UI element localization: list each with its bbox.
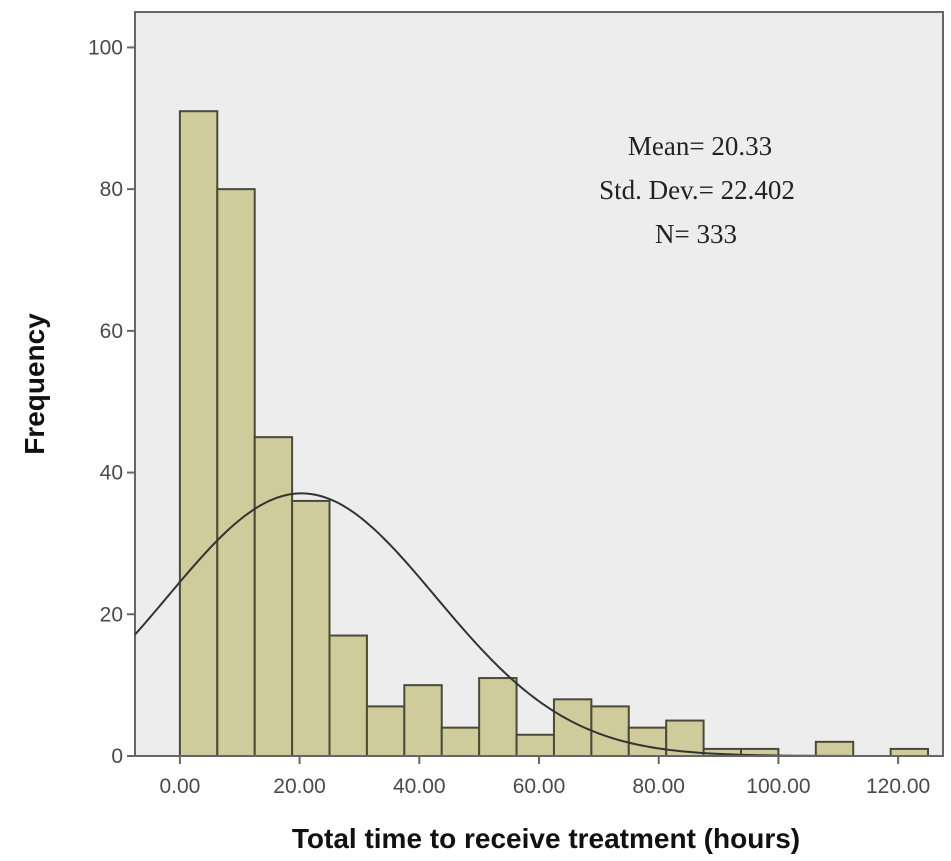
histogram-bar <box>365 705 406 758</box>
x-axis-ticks: 0.00 20.00 40.00 60.00 80.00 100.00 120.00 <box>159 756 930 798</box>
y-tick-label: 60 <box>100 320 123 343</box>
y-tick-label: 100 <box>88 36 123 59</box>
x-axis-title: Total time to receive treatment (hours) <box>292 823 800 854</box>
y-tick-label: 80 <box>100 178 123 201</box>
stats-std-dev: Std. Dev.= 22.402 <box>599 175 795 205</box>
x-tick-label: 20.00 <box>273 775 326 798</box>
histogram-bar <box>328 634 368 757</box>
x-tick-label: 80.00 <box>632 775 685 798</box>
stats-box: Mean= 20.33 Std. Dev.= 22.402 N= 333 <box>599 131 795 249</box>
histogram-bar <box>627 726 668 758</box>
histogram-bar <box>478 677 518 757</box>
histogram-bar <box>814 740 855 757</box>
histogram-bar <box>889 747 930 758</box>
histogram-bar <box>515 733 555 758</box>
histogram-bars <box>178 110 930 758</box>
x-tick-label: 0.00 <box>159 775 200 798</box>
y-axis-ticks: 0 20 40 60 80 100 <box>88 36 135 768</box>
y-tick-label: 40 <box>100 462 123 485</box>
x-tick-label: 40.00 <box>393 775 446 798</box>
x-tick-label: 60.00 <box>513 775 566 798</box>
histogram-bar <box>440 726 481 758</box>
histogram-bar <box>590 705 630 758</box>
x-tick-label: 120.00 <box>866 775 930 798</box>
histogram-bar <box>216 188 256 757</box>
histogram-bar <box>178 110 219 757</box>
histogram-bar <box>403 684 443 758</box>
y-tick-label: 20 <box>100 603 123 626</box>
y-tick-label: 0 <box>111 745 123 768</box>
histogram-bar <box>291 499 331 757</box>
stats-n: N= 333 <box>655 219 737 249</box>
histogram-bar <box>253 436 294 757</box>
stats-mean: Mean= 20.33 <box>628 131 772 161</box>
x-tick-label: 100.00 <box>746 775 810 798</box>
y-axis-title: Frequency <box>19 313 50 455</box>
